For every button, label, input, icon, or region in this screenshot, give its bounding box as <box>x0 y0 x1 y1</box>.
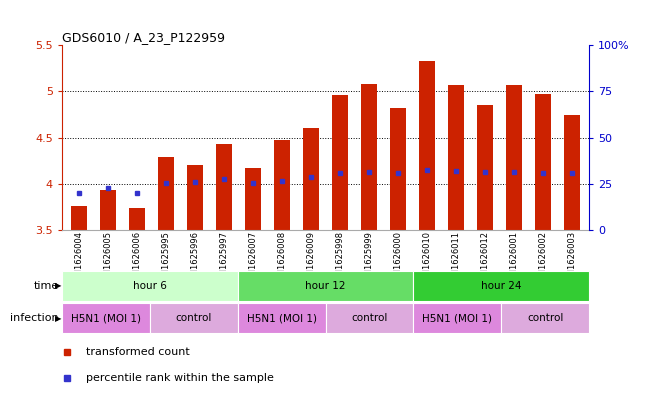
Bar <box>535 94 551 230</box>
Bar <box>129 208 145 230</box>
Text: hour 24: hour 24 <box>481 281 521 291</box>
Bar <box>71 206 87 230</box>
Bar <box>216 144 232 230</box>
Bar <box>100 190 116 230</box>
Bar <box>390 108 406 230</box>
Text: time: time <box>33 281 59 291</box>
Bar <box>477 105 493 230</box>
Text: infection: infection <box>10 313 59 323</box>
Text: transformed count: transformed count <box>85 347 189 357</box>
Bar <box>150 303 238 333</box>
Text: ▶: ▶ <box>55 281 61 290</box>
Bar <box>361 84 377 230</box>
Text: hour 12: hour 12 <box>305 281 346 291</box>
Bar <box>62 303 150 333</box>
Bar <box>187 165 203 230</box>
Text: control: control <box>352 313 387 323</box>
Bar <box>332 95 348 230</box>
Bar <box>564 116 580 230</box>
Text: GDS6010 / A_23_P122959: GDS6010 / A_23_P122959 <box>62 31 225 44</box>
Bar <box>413 271 589 301</box>
Bar <box>245 168 261 230</box>
Bar <box>448 85 464 230</box>
Text: control: control <box>176 313 212 323</box>
Bar <box>62 271 238 301</box>
Text: ▶: ▶ <box>55 314 61 323</box>
Bar <box>158 157 174 230</box>
Bar <box>413 303 501 333</box>
Text: H5N1 (MOI 1): H5N1 (MOI 1) <box>71 313 141 323</box>
Bar <box>238 271 413 301</box>
Bar <box>506 85 522 230</box>
Bar <box>303 128 319 230</box>
Bar <box>326 303 413 333</box>
Bar <box>419 61 435 230</box>
Text: H5N1 (MOI 1): H5N1 (MOI 1) <box>422 313 492 323</box>
Bar <box>501 303 589 333</box>
Bar <box>238 303 326 333</box>
Text: hour 6: hour 6 <box>133 281 167 291</box>
Text: control: control <box>527 313 563 323</box>
Text: H5N1 (MOI 1): H5N1 (MOI 1) <box>247 313 316 323</box>
Bar <box>274 140 290 230</box>
Text: percentile rank within the sample: percentile rank within the sample <box>85 373 273 383</box>
